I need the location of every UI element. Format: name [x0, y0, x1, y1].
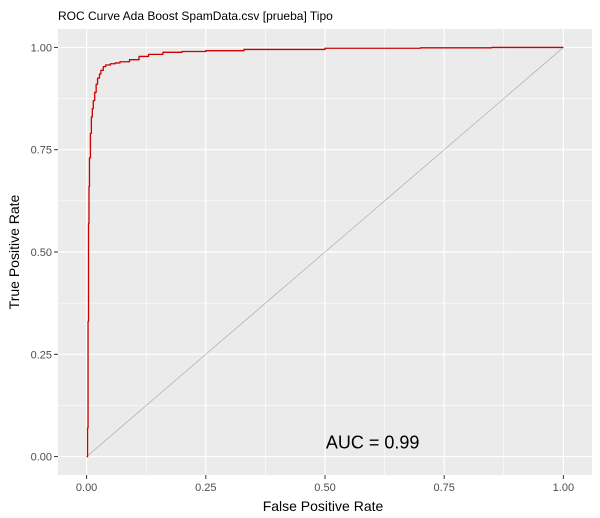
x-tick-label: 0.50 — [314, 482, 335, 494]
x-tick-label: 1.00 — [553, 482, 574, 494]
y-tick-label: 0.75 — [31, 145, 52, 157]
y-axis-ticks: 0.00 0.25 0.50 0.75 1.00 — [31, 42, 58, 464]
diagonal-reference-line — [86, 47, 564, 457]
chart-title: ROC Curve Ada Boost SpamData.csv [prueba… — [58, 9, 333, 23]
x-axis-title: False Positive Rate — [263, 498, 384, 514]
auc-annotation: AUC = 0.99 — [326, 432, 420, 452]
y-tick-label: 1.00 — [31, 42, 52, 54]
roc-curve-line — [86, 46, 564, 458]
x-axis-ticks: 0.00 0.25 0.50 0.75 1.00 — [76, 475, 574, 494]
x-tick-label: 0.75 — [433, 482, 454, 494]
y-axis-title: True Positive Rate — [6, 194, 22, 309]
y-tick-label: 0.25 — [31, 349, 52, 361]
x-tick-label: 0.25 — [195, 482, 216, 494]
y-tick-label: 0.00 — [31, 452, 52, 464]
x-tick-label: 0.00 — [76, 482, 97, 494]
y-tick-label: 0.50 — [31, 247, 52, 259]
